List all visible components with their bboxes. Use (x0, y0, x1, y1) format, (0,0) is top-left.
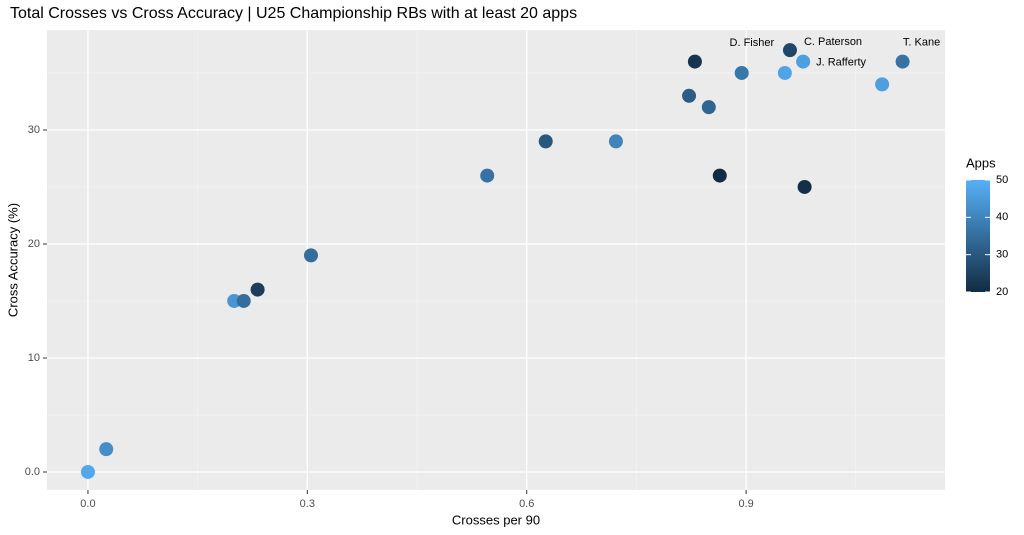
y-tick-label: 10 (28, 352, 40, 364)
point (608, 134, 623, 149)
point (682, 88, 697, 103)
y-axis-title: Cross Accuracy (%) (5, 203, 20, 317)
point (236, 293, 251, 308)
x-tick-label: 0.3 (300, 498, 315, 510)
point (303, 248, 318, 263)
point (796, 54, 811, 69)
point (782, 43, 797, 58)
point-label: J. Rafferty (816, 56, 866, 68)
point-label: T. Kane (903, 36, 940, 48)
point (687, 54, 702, 69)
y-tick-label: 30 (28, 124, 40, 136)
legend-tick-label: 40 (996, 211, 1008, 223)
legend-tick-label: 50 (996, 174, 1008, 186)
x-tick-label: 0.0 (80, 498, 95, 510)
point (734, 65, 749, 80)
legend-title: Apps (966, 155, 996, 170)
point (250, 282, 265, 297)
y-tick-label: 0.0 (25, 466, 40, 478)
legend-tick-label: 20 (996, 286, 1008, 298)
chart-title: Total Crosses vs Cross Accuracy | U25 Ch… (10, 5, 577, 22)
x-axis-title: Crosses per 90 (452, 512, 540, 527)
y-tick-label: 20 (28, 238, 40, 250)
x-tick-label: 0.6 (519, 498, 534, 510)
legend-tick-label: 30 (996, 249, 1008, 261)
point (80, 464, 95, 479)
point (712, 168, 727, 183)
color-bar (966, 180, 990, 292)
point-label: C. Paterson (804, 36, 862, 48)
point (797, 179, 812, 194)
x-tick-label: 0.9 (738, 498, 753, 510)
point-label: D. Fisher (730, 37, 775, 49)
point (538, 134, 553, 149)
point (99, 442, 114, 457)
point (701, 100, 716, 115)
panel (47, 30, 945, 490)
point (777, 65, 792, 80)
point (895, 54, 910, 69)
point (875, 77, 890, 92)
point (480, 168, 495, 183)
